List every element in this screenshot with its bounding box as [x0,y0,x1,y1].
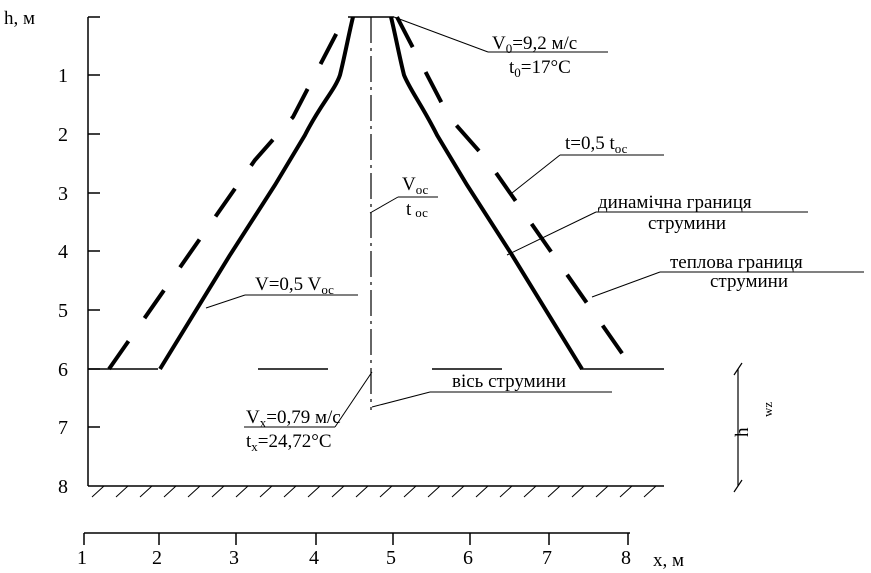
h-tick-label-8: 8 [58,476,68,498]
v-half-label: V=0,5 Vос [255,274,334,297]
x-tick-label-2: 2 [152,547,162,569]
thermal-boundary-left [107,16,347,371]
thermal-boundary-right [395,16,635,371]
h-tick-label-6: 6 [58,359,68,381]
h-axis-ticks [88,16,100,428]
h-tick-label-4: 4 [58,241,68,263]
vx-label: Vx=0,79 м/с [246,407,341,430]
t0-label: t0=17°С [509,57,571,80]
v0-label: V0=9,2 м/с [492,33,577,56]
svg-text:wz: wz [760,402,775,417]
x-tick-label-5: 5 [386,547,396,569]
t-half-label: t=0,5 tос [565,133,628,156]
jet-axis-label: вісь струмини [452,371,566,392]
x-tick-label-7: 7 [542,547,552,569]
x-tick-label-6: 6 [463,547,473,569]
tx-label: tx=24,72°С [246,431,332,454]
hwz-label: h [732,427,753,437]
voc-label: Vос [402,174,429,197]
thermal-boundary-label-1: теплова границя [670,252,803,273]
x-tick-label-8: 8 [621,547,631,569]
x-axis-ticks [83,533,629,545]
h-tick-label-2: 2 [58,124,68,146]
h-axis-title: h, м [4,8,35,29]
svg-text:h: h [732,427,753,437]
x-tick-label-1: 1 [77,547,87,569]
h-tick-label-1: 1 [58,65,68,87]
h-tick-label-5: 5 [58,300,68,322]
hwz-dimension [733,362,743,493]
toc-label: t ос [406,199,428,220]
h-tick-label-3: 3 [58,183,68,205]
leader-lines [205,16,864,428]
dynamic-boundary-label-2: струмини [648,213,726,234]
x-tick-label-4: 4 [309,547,319,569]
dynamic-boundary-left [158,16,355,371]
dynamic-boundary-label-1: динамічна границя [598,192,752,213]
x-axis-title: x, м [653,550,684,571]
h-tick-label-7: 7 [58,417,68,439]
floor-hatching [91,485,657,498]
thermal-boundary-label-2: струмини [710,271,788,292]
hwz-sub: wz [760,402,775,417]
dynamic-boundary-right [389,16,584,371]
x-tick-label-3: 3 [229,547,239,569]
